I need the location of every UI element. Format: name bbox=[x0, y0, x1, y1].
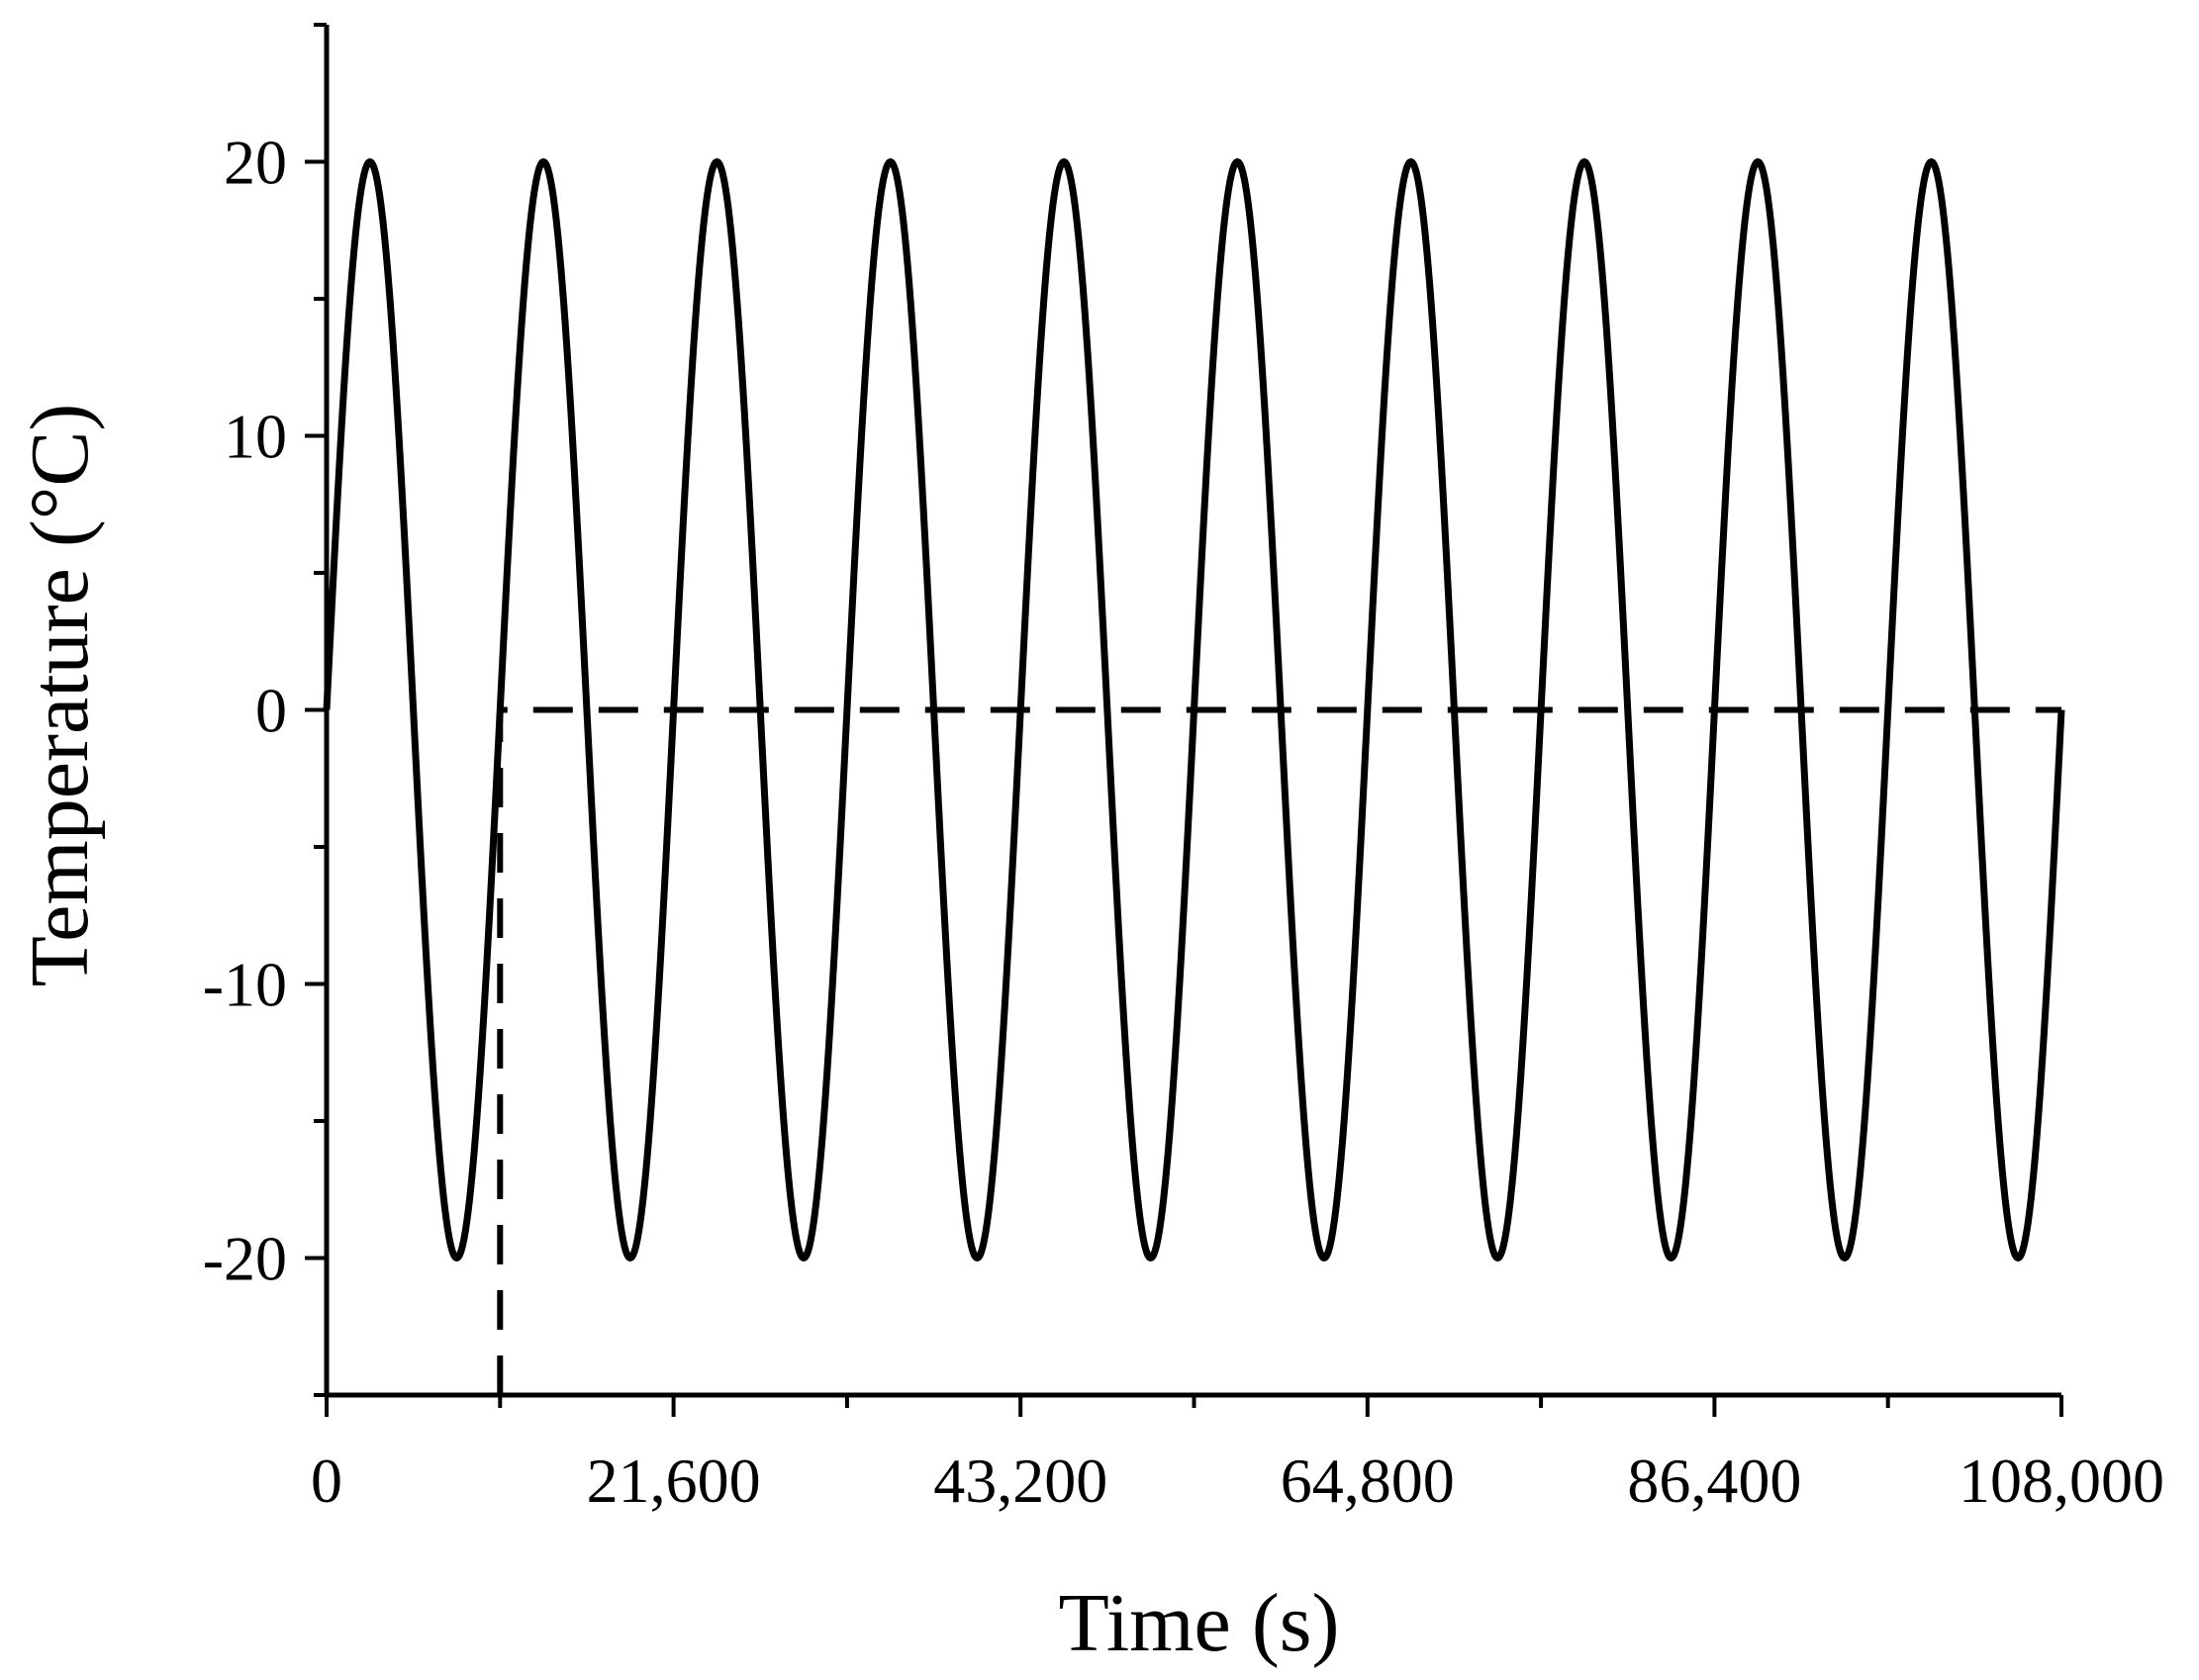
x-tick-label: 108,000 bbox=[1959, 1446, 2164, 1516]
y-tick-label: 20 bbox=[224, 128, 287, 198]
x-tick-label: 43,200 bbox=[933, 1446, 1107, 1516]
x-tick-label: 86,400 bbox=[1627, 1446, 1801, 1516]
y-tick-label: 10 bbox=[224, 402, 287, 472]
x-tick-label: 0 bbox=[311, 1446, 342, 1516]
y-tick-label: -20 bbox=[203, 1224, 287, 1294]
dashed-reference-line bbox=[497, 706, 2061, 1395]
y-tick-label: 0 bbox=[255, 676, 287, 746]
x-axis-title: Time (s) bbox=[1059, 1577, 1340, 1669]
ticks: 0 21,600 43,200 64,800 86,400 108,000 -20 -10 0 1… bbox=[203, 23, 2164, 1516]
x-tick-label: 21,600 bbox=[587, 1446, 761, 1516]
y-axis-title: Temperature (°C) bbox=[14, 404, 106, 987]
plot-series bbox=[323, 158, 2065, 1395]
y-tick-label: -10 bbox=[203, 950, 287, 1020]
x-tick-label: 64,800 bbox=[1281, 1446, 1455, 1516]
